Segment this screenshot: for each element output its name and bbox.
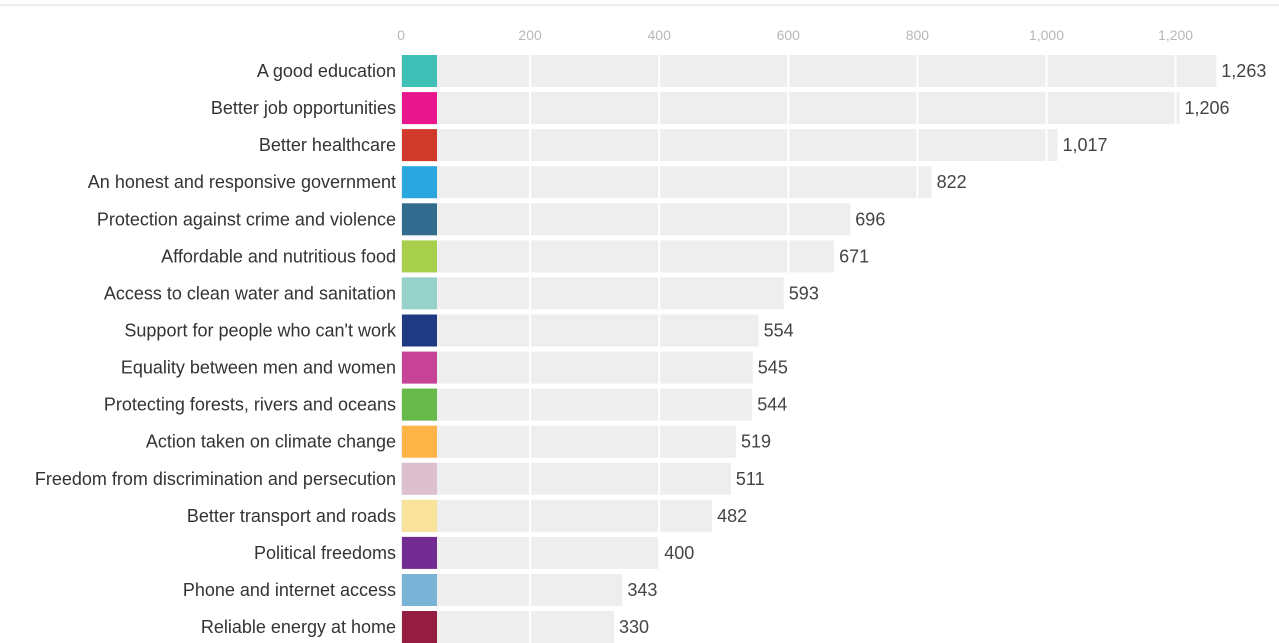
bar <box>401 166 932 199</box>
category-swatch <box>402 611 437 643</box>
grid-layer <box>529 50 1177 643</box>
category-swatch <box>402 425 437 458</box>
bars-layer <box>401 55 1217 643</box>
category-label: Better job opportunities <box>211 98 396 118</box>
bar <box>401 425 736 458</box>
category-label: An honest and responsive government <box>88 172 396 192</box>
value-label: 1,263 <box>1221 61 1266 81</box>
x-tick-label: 800 <box>906 27 930 43</box>
category-swatch <box>402 574 437 606</box>
category-swatch <box>402 129 437 162</box>
value-label: 330 <box>619 617 649 637</box>
category-swatch <box>402 240 437 273</box>
category-label: Phone and internet access <box>183 580 396 600</box>
category-swatch <box>402 388 437 421</box>
x-tick-label: 400 <box>648 27 672 43</box>
category-label: Protecting forests, rivers and oceans <box>104 395 396 415</box>
category-swatch <box>402 499 437 532</box>
value-label: 511 <box>736 469 765 489</box>
category-labels: A good education Better job opportunities… <box>35 61 397 637</box>
x-axis-ticks: 0 200 400 600 800 1,000 1,200 <box>397 27 1193 43</box>
category-label: Freedom from discrimination and persecut… <box>35 469 396 489</box>
category-label: Reliable energy at home <box>201 617 396 637</box>
category-label: Support for people who can't work <box>124 321 397 341</box>
category-label: Access to clean water and sanitation <box>104 283 396 303</box>
x-tick-label: 200 <box>518 27 542 43</box>
value-label: 593 <box>789 283 819 303</box>
bar <box>401 240 835 273</box>
value-label: 696 <box>855 209 885 229</box>
bar <box>401 574 623 606</box>
value-label: 544 <box>757 395 787 415</box>
value-label: 545 <box>758 358 788 378</box>
x-tick-label: 1,200 <box>1158 27 1193 43</box>
value-label: 400 <box>664 543 694 563</box>
category-swatch <box>402 166 437 199</box>
category-label: Affordable and nutritious food <box>161 246 396 266</box>
bar <box>401 203 851 236</box>
value-label: 1,017 <box>1063 135 1108 155</box>
category-swatch <box>402 536 437 569</box>
category-label: Protection against crime and violence <box>97 209 396 229</box>
bar <box>401 277 784 310</box>
category-swatch <box>402 55 437 87</box>
bar <box>401 351 753 384</box>
bar <box>401 388 753 421</box>
category-label: Better healthcare <box>259 135 396 155</box>
x-tick-label: 600 <box>777 27 801 43</box>
value-label: 482 <box>717 506 747 526</box>
value-label: 822 <box>937 172 967 192</box>
category-label: Political freedoms <box>254 543 396 563</box>
category-label: Better transport and roads <box>187 506 396 526</box>
value-label: 1,206 <box>1185 98 1230 118</box>
value-label: 519 <box>741 432 771 452</box>
bar <box>401 55 1217 87</box>
color-swatches <box>402 55 437 643</box>
category-swatch <box>402 203 437 236</box>
bar <box>401 499 713 532</box>
bar <box>401 129 1058 162</box>
category-swatch <box>402 462 437 495</box>
x-tick-label: 1,000 <box>1029 27 1064 43</box>
category-swatch <box>402 92 437 125</box>
value-label: 554 <box>764 321 794 341</box>
category-label: Equality between men and women <box>121 358 396 378</box>
category-label: Action taken on climate change <box>146 432 396 452</box>
category-swatch <box>402 277 437 310</box>
value-labels: 1,263 1,206 1,017 822 696 671 593 554 545 544 519 5… <box>619 61 1266 637</box>
value-label: 343 <box>627 580 657 600</box>
top-divider <box>0 4 1279 6</box>
category-swatch <box>402 351 437 384</box>
category-swatch <box>402 314 437 347</box>
category-label: A good education <box>257 61 396 81</box>
value-label: 671 <box>839 246 869 266</box>
bar <box>401 314 759 347</box>
x-tick-label: 0 <box>397 27 405 43</box>
bar <box>401 462 731 495</box>
bar <box>401 92 1180 125</box>
